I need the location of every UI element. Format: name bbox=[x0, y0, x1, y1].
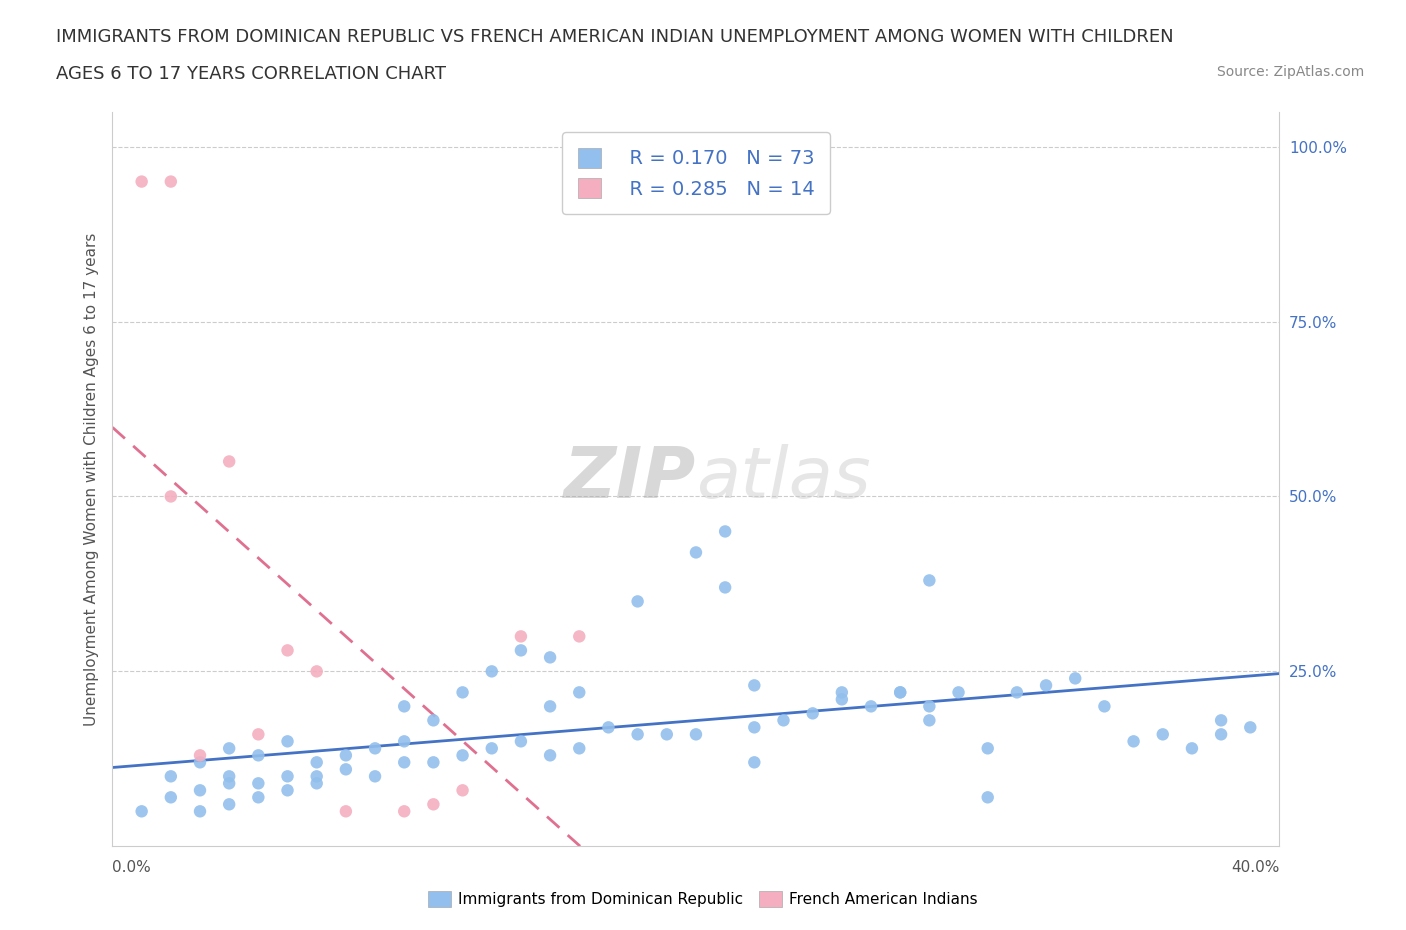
Point bbox=[1239, 720, 1261, 735]
Point bbox=[1094, 699, 1116, 714]
Point bbox=[889, 684, 911, 699]
Point bbox=[131, 174, 153, 189]
Point bbox=[568, 629, 591, 644]
Point bbox=[918, 713, 941, 728]
Point bbox=[742, 755, 765, 770]
Point bbox=[247, 727, 270, 742]
Point bbox=[305, 664, 328, 679]
Y-axis label: Unemployment Among Women with Children Ages 6 to 17 years: Unemployment Among Women with Children A… bbox=[83, 232, 98, 725]
Point bbox=[131, 804, 153, 818]
Point bbox=[1064, 671, 1087, 685]
Point bbox=[276, 783, 298, 798]
Point bbox=[772, 713, 794, 728]
Point bbox=[831, 692, 853, 707]
Point bbox=[451, 748, 474, 763]
Point bbox=[247, 748, 270, 763]
Legend:   R = 0.170   N = 73,   R = 0.285   N = 14: R = 0.170 N = 73, R = 0.285 N = 14 bbox=[562, 132, 830, 214]
Text: 40.0%: 40.0% bbox=[1232, 860, 1279, 875]
Point bbox=[218, 454, 240, 469]
Point bbox=[335, 748, 357, 763]
Point bbox=[188, 748, 211, 763]
Text: IMMIGRANTS FROM DOMINICAN REPUBLIC VS FRENCH AMERICAN INDIAN UNEMPLOYMENT AMONG : IMMIGRANTS FROM DOMINICAN REPUBLIC VS FR… bbox=[56, 28, 1174, 46]
Text: 0.0%: 0.0% bbox=[112, 860, 152, 875]
Point bbox=[568, 684, 591, 699]
Point bbox=[860, 699, 883, 714]
Point bbox=[655, 727, 678, 742]
Point bbox=[509, 629, 531, 644]
Point bbox=[160, 769, 183, 784]
Point bbox=[394, 699, 416, 714]
Point bbox=[218, 776, 240, 790]
Point bbox=[422, 755, 444, 770]
Point bbox=[188, 804, 211, 818]
Point bbox=[160, 790, 183, 804]
Point bbox=[1152, 727, 1174, 742]
Point bbox=[627, 594, 650, 609]
Text: AGES 6 TO 17 YEARS CORRELATION CHART: AGES 6 TO 17 YEARS CORRELATION CHART bbox=[56, 65, 446, 83]
Point bbox=[538, 650, 561, 665]
Point bbox=[188, 783, 211, 798]
Point bbox=[218, 797, 240, 812]
Point bbox=[422, 797, 444, 812]
Point bbox=[742, 720, 765, 735]
Point bbox=[160, 489, 183, 504]
Point bbox=[451, 684, 474, 699]
Point bbox=[568, 741, 591, 756]
Point bbox=[1209, 727, 1232, 742]
Point bbox=[247, 790, 270, 804]
Point bbox=[714, 524, 737, 538]
Point bbox=[1181, 741, 1204, 756]
Point bbox=[889, 684, 911, 699]
Point bbox=[305, 769, 328, 784]
Legend: Immigrants from Dominican Republic, French American Indians: Immigrants from Dominican Republic, Fren… bbox=[422, 884, 984, 913]
Point bbox=[394, 734, 416, 749]
Point bbox=[247, 776, 270, 790]
Point bbox=[1005, 684, 1028, 699]
Point bbox=[276, 643, 298, 658]
Point bbox=[714, 580, 737, 595]
Point bbox=[305, 755, 328, 770]
Point bbox=[364, 741, 387, 756]
Point bbox=[276, 734, 298, 749]
Text: ZIP: ZIP bbox=[564, 445, 696, 513]
Point bbox=[422, 713, 444, 728]
Text: atlas: atlas bbox=[696, 445, 870, 513]
Text: Source: ZipAtlas.com: Source: ZipAtlas.com bbox=[1216, 65, 1364, 79]
Point bbox=[218, 741, 240, 756]
Point bbox=[509, 643, 531, 658]
Point bbox=[538, 748, 561, 763]
Point bbox=[1209, 713, 1232, 728]
Point bbox=[188, 755, 211, 770]
Point bbox=[1035, 678, 1057, 693]
Point bbox=[305, 776, 328, 790]
Point bbox=[218, 769, 240, 784]
Point bbox=[335, 804, 357, 818]
Point bbox=[394, 804, 416, 818]
Point bbox=[481, 741, 503, 756]
Point bbox=[394, 755, 416, 770]
Point bbox=[335, 762, 357, 777]
Point bbox=[948, 684, 970, 699]
Point bbox=[481, 664, 503, 679]
Point bbox=[598, 720, 620, 735]
Point bbox=[685, 545, 707, 560]
Point bbox=[742, 678, 765, 693]
Point bbox=[451, 783, 474, 798]
Point bbox=[364, 769, 387, 784]
Point bbox=[627, 727, 650, 742]
Point bbox=[801, 706, 824, 721]
Point bbox=[276, 769, 298, 784]
Point bbox=[685, 727, 707, 742]
Point bbox=[918, 573, 941, 588]
Point bbox=[509, 734, 531, 749]
Point bbox=[831, 684, 853, 699]
Point bbox=[976, 790, 998, 804]
Point bbox=[1122, 734, 1144, 749]
Point bbox=[976, 741, 998, 756]
Point bbox=[160, 174, 183, 189]
Point bbox=[538, 699, 561, 714]
Point bbox=[918, 699, 941, 714]
